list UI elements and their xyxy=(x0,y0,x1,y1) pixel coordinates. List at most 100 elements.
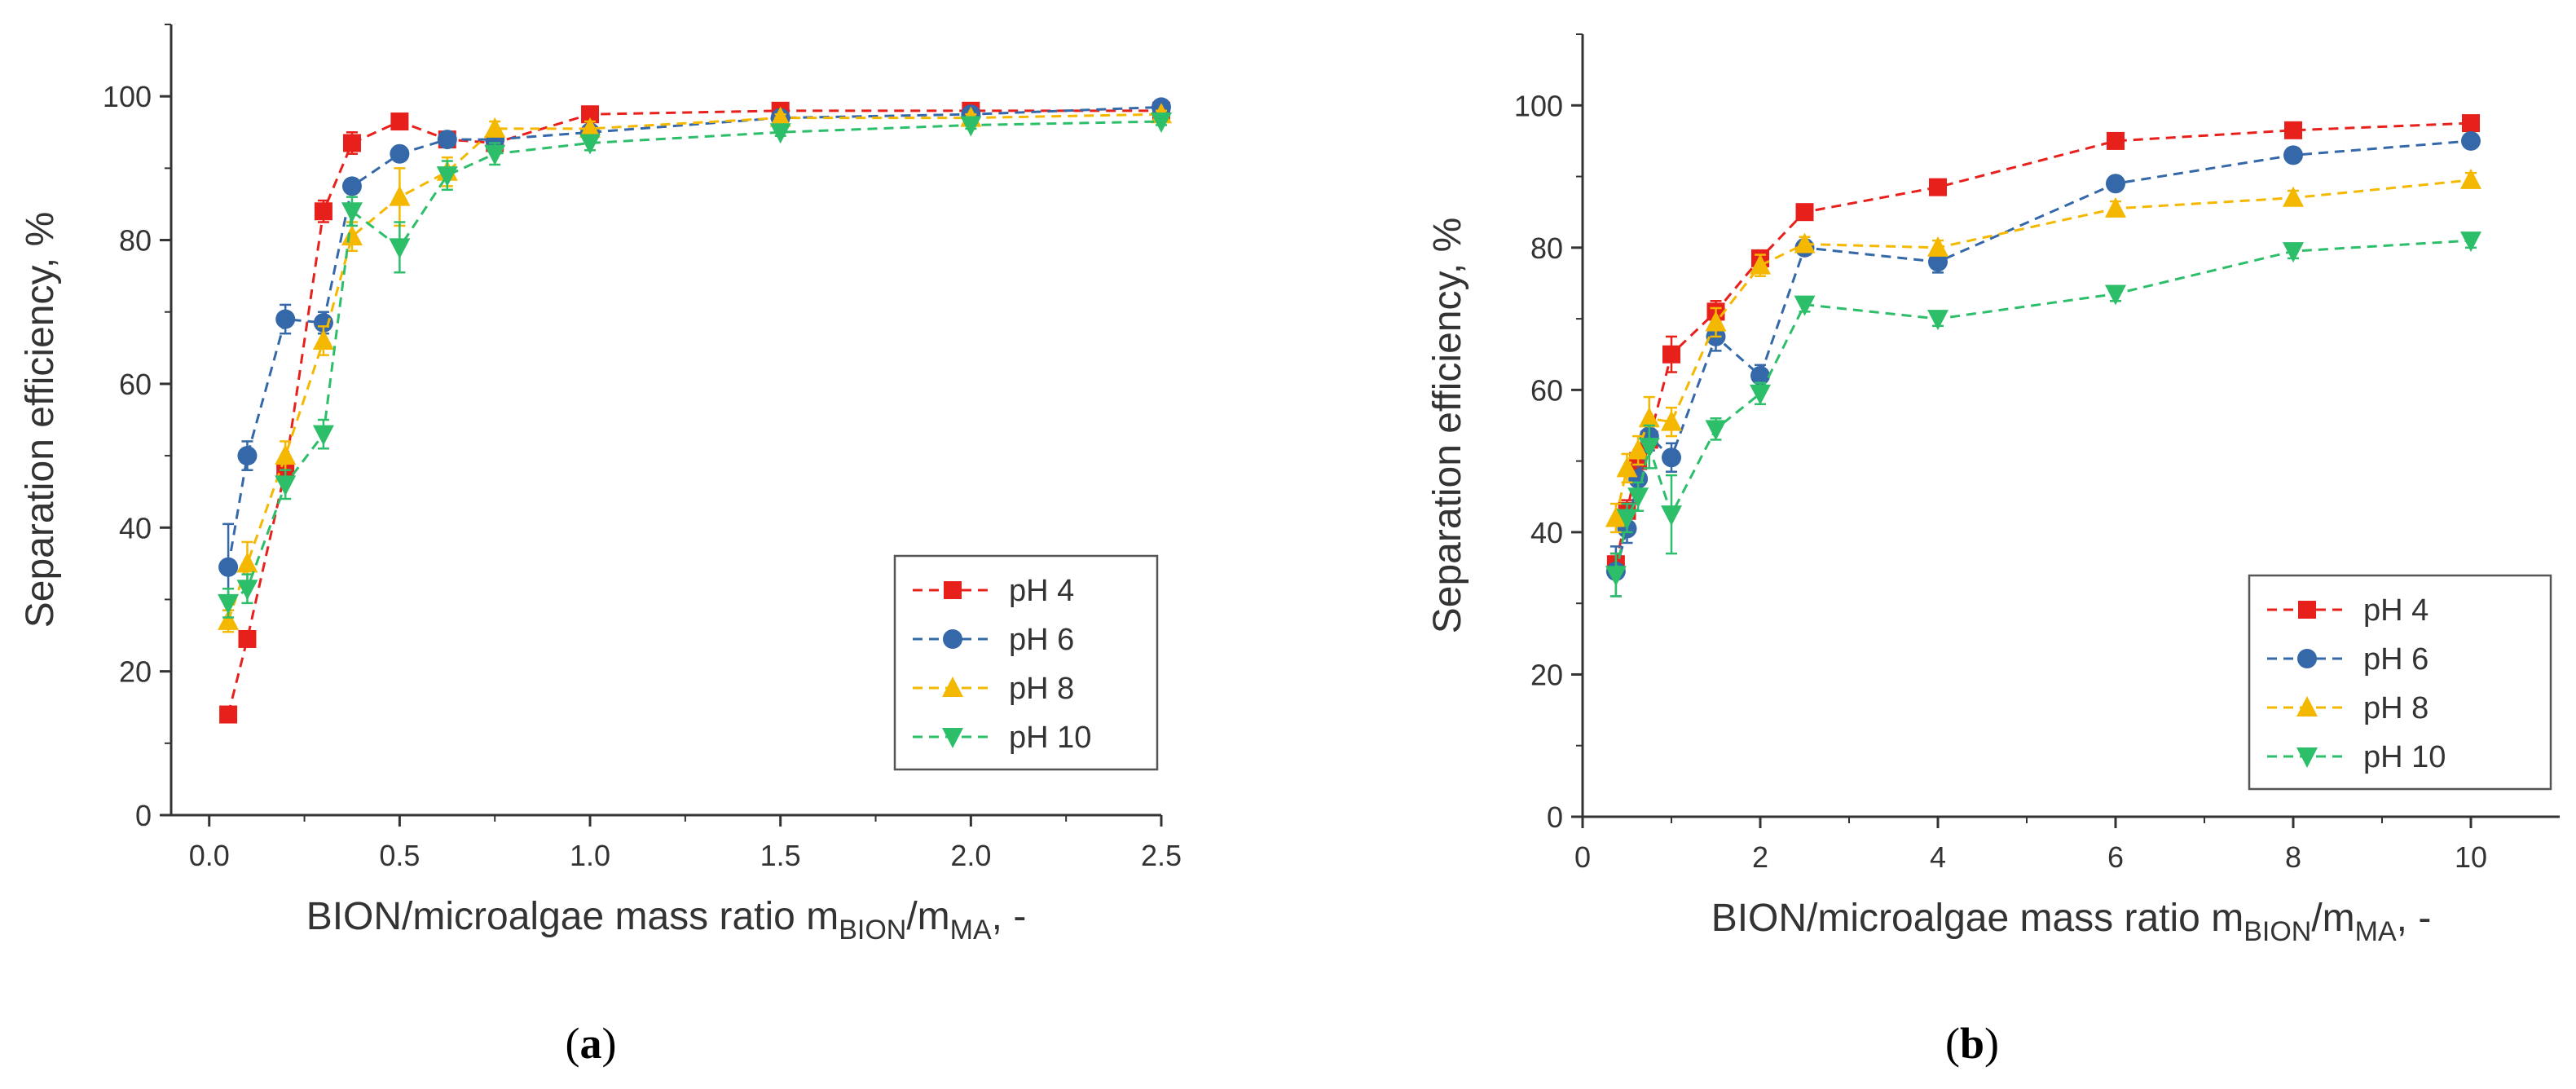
legend-label: pH 10 xyxy=(1009,721,1091,755)
series-ph10 xyxy=(218,112,1172,619)
data-point xyxy=(341,225,363,246)
panel-a-chart: 0.0 0.5 1.0 1.5 2.0 2.5 0 20 40 60 80 100 Separation… xyxy=(19,24,1182,946)
data-point xyxy=(2284,121,2302,139)
series-line xyxy=(1614,139,2472,572)
legend-label: pH 4 xyxy=(1009,574,1074,608)
data-point xyxy=(314,202,332,221)
x-axis-label-sub2: MA xyxy=(2355,916,2397,947)
data-point xyxy=(1616,509,1638,530)
series-ph6 xyxy=(218,97,1171,611)
legend-marker xyxy=(2298,601,2316,619)
x-tick-label: 4 xyxy=(1930,840,1946,874)
series-line xyxy=(227,120,1162,605)
data-point xyxy=(2460,168,2481,189)
legend-label: pH 8 xyxy=(1009,672,1074,706)
series-line xyxy=(1614,179,2472,518)
data-point xyxy=(1627,487,1649,509)
data-point xyxy=(313,312,333,333)
legend-marker xyxy=(2296,747,2318,768)
series-line xyxy=(1614,121,2472,565)
y-tick-label: 0 xyxy=(1547,800,1563,834)
data-point xyxy=(237,446,258,466)
data-point xyxy=(1627,439,1649,460)
legend-marker xyxy=(942,728,963,748)
x-tick-label: 1.0 xyxy=(570,839,610,872)
data-point xyxy=(2105,196,2126,218)
y-tick-label: 60 xyxy=(1530,373,1563,407)
data-point xyxy=(1662,448,1681,468)
x-axis-label-tail: , - xyxy=(2397,897,2432,940)
data-point xyxy=(579,134,601,155)
data-point xyxy=(1927,310,1949,331)
legend-marker xyxy=(2296,696,2318,716)
data-point xyxy=(1705,420,1727,441)
data-point xyxy=(218,593,240,615)
data-point xyxy=(436,166,458,187)
y-tick-label: 80 xyxy=(119,224,152,258)
legend: pH 4 pH 6 pH 8 pH 10 xyxy=(2248,574,2552,791)
data-point xyxy=(1638,438,1660,459)
data-point xyxy=(312,329,334,350)
series-ph6 xyxy=(1605,130,2481,597)
data-point xyxy=(1794,232,1816,254)
data-point xyxy=(1616,456,1638,478)
x-tick-label: 2.5 xyxy=(1141,839,1182,872)
y-tick-label: 20 xyxy=(1530,658,1563,691)
data-point xyxy=(1927,236,1949,257)
legend-label: pH 6 xyxy=(1009,623,1074,657)
data-point xyxy=(312,425,334,446)
legend-marker xyxy=(944,581,962,599)
x-axis-label-mid: /m xyxy=(906,895,949,938)
x-tick-label: 10 xyxy=(2455,840,2487,874)
data-point xyxy=(2461,130,2481,151)
data-point xyxy=(218,557,239,577)
data-point xyxy=(341,176,362,196)
x-tick-label: 2 xyxy=(1752,840,1768,874)
data-point xyxy=(2105,284,2126,306)
data-point xyxy=(1795,203,1814,222)
y-axis-label: Separation efficiency, % xyxy=(19,212,62,628)
data-point xyxy=(389,238,411,259)
x-axis-label-sub1: BION xyxy=(839,915,906,946)
legend-box xyxy=(893,554,1159,771)
data-point xyxy=(2107,131,2125,150)
data-point xyxy=(238,629,257,648)
x-axis-label: BION/microalgae mass ratio mBION/mMA, - xyxy=(306,895,1027,946)
data-point xyxy=(581,105,600,124)
x-tick-label: 6 xyxy=(2107,840,2124,874)
data-point xyxy=(389,185,411,206)
legend-marker xyxy=(2297,649,2317,668)
legend: pH 4 pH 6 pH 8 pH 10 xyxy=(893,554,1159,771)
x-axis-label-sub2: MA xyxy=(950,915,992,946)
series-ph4 xyxy=(1606,114,2480,576)
panel-b-caption: (b) xyxy=(1945,1019,1999,1068)
legend-marker xyxy=(943,629,962,649)
data-point xyxy=(2283,145,2303,165)
legend-marker xyxy=(942,677,963,697)
data-point xyxy=(275,444,297,465)
data-point xyxy=(342,134,361,152)
legend-label: pH 4 xyxy=(2363,593,2428,628)
data-point xyxy=(1605,566,1627,587)
y-tick-label: 40 xyxy=(1530,516,1563,549)
y-tick-label: 20 xyxy=(119,655,152,689)
data-point xyxy=(275,309,296,329)
data-point xyxy=(1662,345,1680,364)
data-point xyxy=(236,552,258,573)
y-tick-label: 60 xyxy=(119,368,152,401)
data-point xyxy=(769,123,791,144)
data-point xyxy=(1928,252,1948,272)
series-ph10 xyxy=(1605,231,2481,597)
x-axis-label-main: BION/microalgae mass ratio m xyxy=(306,895,839,938)
data-point xyxy=(1750,365,1770,386)
data-point xyxy=(2462,114,2480,133)
series-line xyxy=(1614,239,2472,575)
data-point xyxy=(1151,112,1172,134)
data-point xyxy=(236,580,258,601)
y-tick-label: 100 xyxy=(1514,89,1563,122)
x-axis-label-sub1: BION xyxy=(2244,916,2311,947)
series-line xyxy=(227,105,1162,568)
x-tick-label: 0 xyxy=(1574,840,1591,874)
data-point xyxy=(218,609,240,630)
